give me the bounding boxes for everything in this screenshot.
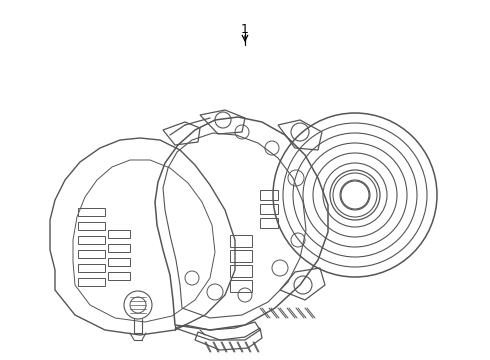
Text: 1: 1 [241,23,249,36]
